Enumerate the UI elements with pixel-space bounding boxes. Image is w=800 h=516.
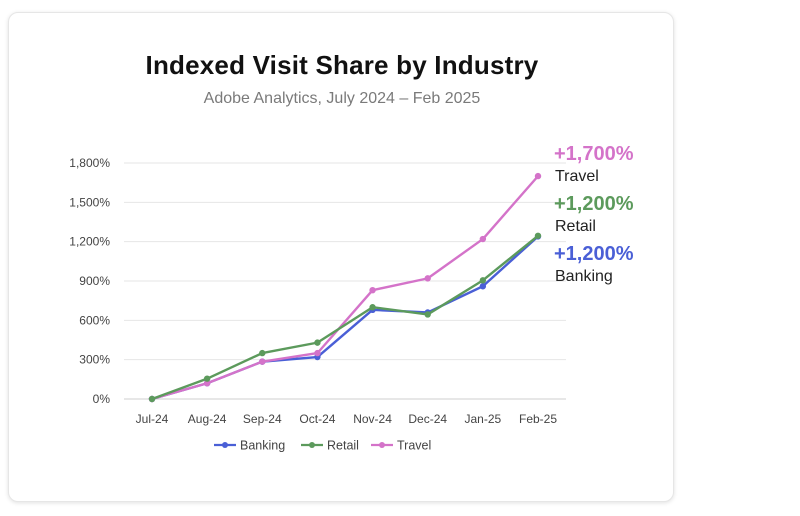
annotation-travel: +1,700% Travel <box>554 143 634 185</box>
annotation-banking: +1,200% Banking <box>554 243 634 285</box>
legend: Banking Retail Travel <box>214 439 431 453</box>
legend-item-retail: Retail <box>301 439 359 453</box>
chart-card <box>8 12 674 502</box>
data-point-travel <box>203 380 211 387</box>
data-point-banking <box>479 283 487 290</box>
data-point-travel <box>479 235 487 243</box>
legend-marker-retail <box>309 442 315 448</box>
series-line-banking <box>150 235 540 401</box>
end-annotations: +1,700% Travel +1,200% Retail +1,200% Banking <box>554 143 634 285</box>
x-tick-label: Jan-25 <box>465 412 502 426</box>
chart-title: Indexed Visit Share by Industry <box>145 50 539 80</box>
data-point-retail <box>148 395 156 403</box>
x-tick-label: Jul-24 <box>136 412 169 426</box>
x-tick-label: Nov-24 <box>353 412 392 426</box>
x-tick-label: Dec-24 <box>408 412 447 426</box>
legend-label-retail: Retail <box>327 439 359 453</box>
series-retail <box>148 232 542 403</box>
data-point-travel <box>314 349 321 357</box>
series-lines <box>148 172 542 403</box>
y-tick-label: 1,500% <box>69 195 110 209</box>
annotation-label-retail: Retail <box>555 218 596 235</box>
x-tick-label: Oct-24 <box>299 412 335 426</box>
series-travel <box>148 172 542 403</box>
y-axis-ticks: 0% 300% 600% 900% 1,200% 1,500% 1,800% <box>69 156 110 406</box>
y-tick-label: 0% <box>93 392 111 406</box>
series-line-retail <box>150 234 540 401</box>
x-axis-ticks: Jul-24 Aug-24 Sep-24 Oct-24 Nov-24 Dec-24 Jan-… <box>136 412 558 426</box>
data-point-retail <box>424 311 431 318</box>
y-tick-label: 1,200% <box>69 235 110 249</box>
grid-lines <box>124 162 566 400</box>
annotation-retail: +1,200% Retail <box>554 193 634 235</box>
chart-subtitle: Adobe Analytics, July 2024 – Feb 2025 <box>203 90 481 107</box>
annotation-label-banking: Banking <box>555 268 613 285</box>
data-point-travel <box>424 275 431 282</box>
x-tick-label: Sep-24 <box>243 412 282 426</box>
legend-label-banking: Banking <box>240 439 285 453</box>
data-point-retail <box>314 339 321 346</box>
x-tick-label: Aug-24 <box>188 412 227 426</box>
data-point-retail <box>259 349 266 357</box>
y-tick-label: 600% <box>79 313 110 327</box>
annotation-value-banking: +1,200% <box>554 243 634 265</box>
data-point-retail <box>479 277 487 284</box>
legend-marker-banking <box>222 442 228 448</box>
data-point-retail <box>203 375 211 382</box>
data-point-retail <box>534 232 542 239</box>
y-tick-label: 900% <box>79 274 110 288</box>
annotation-value-travel: +1,700% <box>554 143 634 165</box>
series-line-travel <box>150 174 540 401</box>
legend-item-travel: Travel <box>371 439 431 453</box>
legend-marker-travel <box>379 442 385 448</box>
annotation-value-retail: +1,200% <box>554 193 634 215</box>
data-point-travel <box>369 286 376 294</box>
y-tick-label: 1,800% <box>69 156 110 170</box>
data-point-retail <box>369 304 376 311</box>
x-tick-label: Feb-25 <box>519 412 557 426</box>
data-point-travel <box>259 358 266 365</box>
y-tick-label: 300% <box>79 353 110 367</box>
data-point-travel <box>534 172 542 180</box>
annotation-label-travel: Travel <box>555 168 599 185</box>
legend-label-travel: Travel <box>397 439 431 453</box>
legend-item-banking: Banking <box>214 439 285 453</box>
